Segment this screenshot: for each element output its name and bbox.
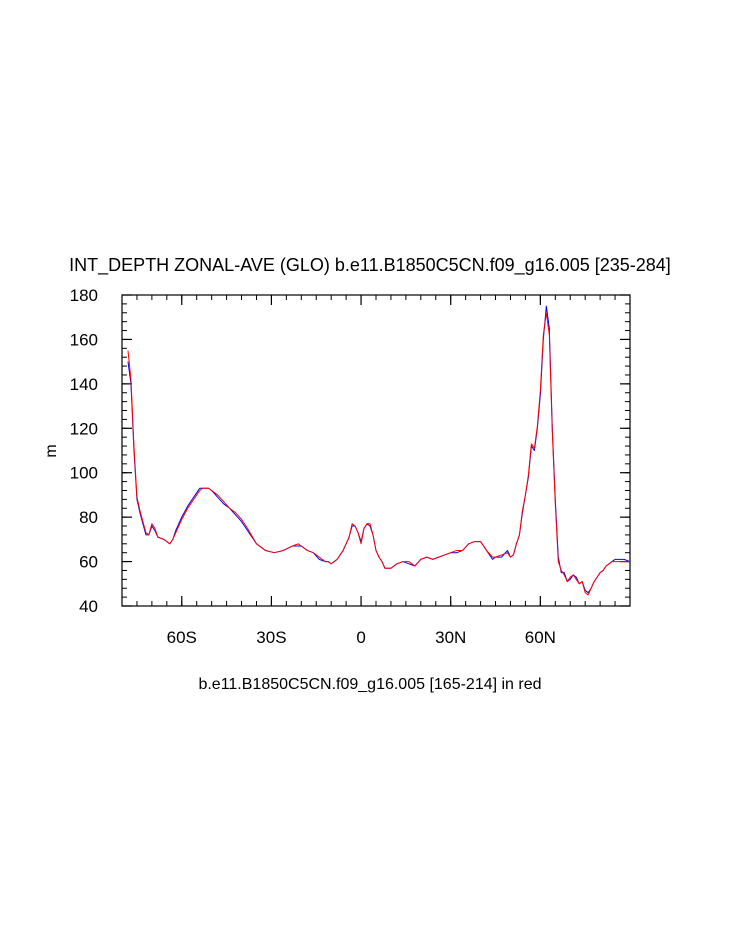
- series-layer: [127, 305, 631, 596]
- y-tick-label: 160: [70, 330, 98, 349]
- plot-frame: [121, 294, 631, 607]
- y-tick-label: 60: [79, 553, 98, 572]
- y-axis: 40 60 80 100 120 140 160 180: [70, 286, 630, 616]
- x-tick-label: 60N: [525, 628, 556, 647]
- y-axis-label: m: [43, 444, 60, 457]
- series-line-1: [127, 305, 631, 594]
- x-tick-label: 30S: [256, 628, 286, 647]
- x-axis: 60S 30S 0 30N 60N: [121, 295, 631, 647]
- chart-title: INT_DEPTH ZONAL-AVE (GLO) b.e11.B1850C5C…: [69, 255, 671, 276]
- x-tick-label: 30N: [435, 628, 466, 647]
- x-tick-label: 60S: [167, 628, 197, 647]
- series-line-2: [127, 312, 630, 596]
- y-tick-label: 80: [79, 508, 98, 527]
- y-tick-label: 140: [70, 375, 98, 394]
- y-tick-label: 40: [79, 597, 98, 616]
- x-axis-label: b.e11.B1850C5CN.f09_g16.005 [165-214] in…: [198, 676, 541, 693]
- plot-area: 60S 30S 0 30N 60N 40 60 80 100 120 140 160 180: [70, 286, 631, 647]
- x-tick-label: 0: [356, 628, 365, 647]
- y-tick-label: 120: [70, 419, 98, 438]
- y-tick-label: 100: [70, 464, 98, 483]
- y-tick-label: 180: [70, 286, 98, 305]
